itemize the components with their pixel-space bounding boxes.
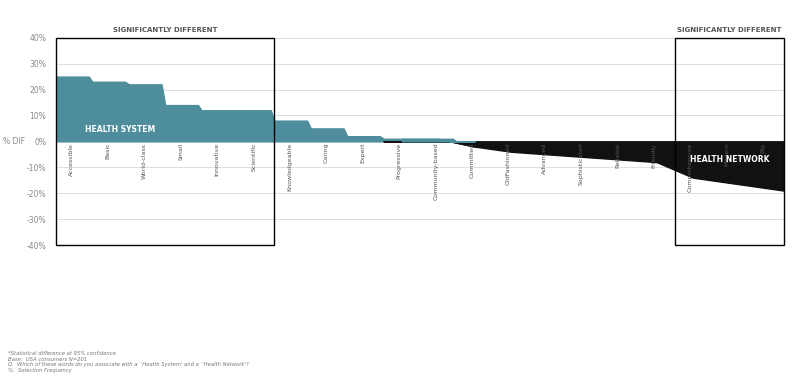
Text: Innovative: Innovative [214, 143, 220, 176]
Bar [675, 38, 784, 245]
Text: Caring: Caring [324, 143, 329, 163]
Text: Accessible: Accessible [70, 143, 74, 176]
Text: SIGNIFICANTLY DIFFERENT: SIGNIFICANTLY DIFFERENT [677, 26, 782, 32]
Text: Scientific: Scientific [251, 143, 256, 171]
Text: Committed: Committed [470, 143, 474, 178]
Text: Modern: Modern [725, 143, 730, 166]
Bar [56, 38, 274, 245]
Text: Expert: Expert [360, 143, 366, 163]
Text: Community-based: Community-based [434, 143, 438, 200]
Text: Basic: Basic [106, 143, 110, 159]
Text: Comprehensive: Comprehensive [688, 143, 693, 192]
Text: *Statistical difference at 95% confidence
Base:  USA consumers N=201
Q.  Which o: *Statistical difference at 95% confidenc… [8, 351, 249, 373]
Text: Sophisticated: Sophisticated [578, 143, 584, 185]
Text: Big: Big [761, 143, 766, 153]
Text: Knowledgeable: Knowledgeable [288, 143, 293, 191]
Text: HEALTH SYSTEM: HEALTH SYSTEM [85, 125, 155, 133]
Text: Small: Small [178, 143, 183, 160]
Text: Progressive: Progressive [397, 143, 402, 179]
Text: Advanced: Advanced [542, 143, 547, 174]
Text: SIGNIFICANTLY DIFFERENT: SIGNIFICANTLY DIFFERENT [113, 26, 218, 32]
Text: World-class: World-class [142, 143, 147, 179]
Text: HEALTH NETWORK: HEALTH NETWORK [690, 155, 769, 164]
Text: Friendly: Friendly [651, 143, 657, 167]
Text: OldFashioned: OldFashioned [506, 143, 511, 185]
Text: Reliable: Reliable [615, 143, 620, 167]
Y-axis label: % DIF: % DIF [3, 137, 26, 146]
